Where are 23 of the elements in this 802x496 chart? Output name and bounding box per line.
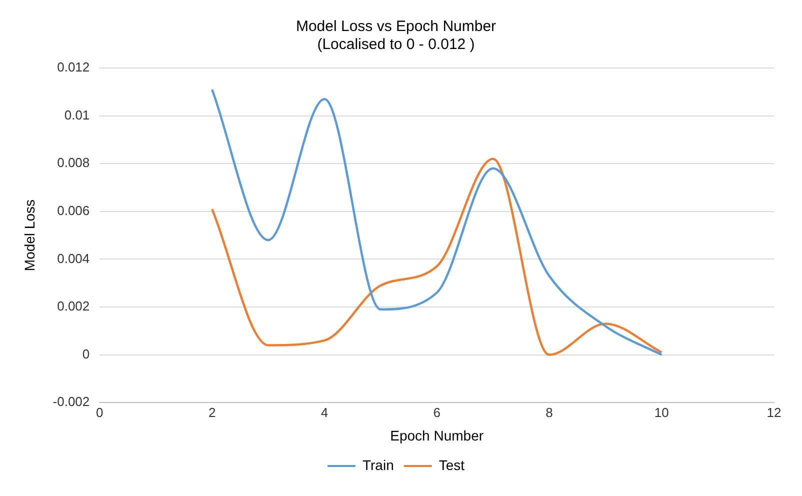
y-tick-label: -0.002 [52, 394, 90, 410]
y-tick-label: 0.002 [57, 298, 90, 314]
x-tick-label: 8 [546, 404, 553, 420]
x-tick-label: 4 [320, 404, 328, 420]
y-tick-label: 0.01 [64, 107, 90, 122]
y-tick-label: 0.004 [57, 250, 90, 266]
line-series [210, 88, 663, 356]
legend-label: Test [438, 456, 465, 473]
legend-label: Train [362, 456, 394, 473]
x-axis-title: Epoch Number [390, 427, 484, 444]
y-tick-label: 0 [82, 346, 90, 362]
line-series [210, 158, 663, 356]
y-tick-label: 0.008 [57, 155, 90, 170]
y-axis-title: Model Loss [21, 200, 38, 272]
text: Model Loss vs Epoch Number [296, 18, 496, 36]
x-tick-label: 6 [433, 404, 440, 420]
x-tick-label: 0 [96, 404, 104, 420]
text: (Localised to 0 - 0.012 ) [317, 36, 475, 54]
x-tick-label: 10 [654, 404, 669, 420]
y-tick-label: 0.012 [57, 60, 90, 75]
x-tick-label: 2 [208, 404, 216, 420]
x-tick-label: 12 [766, 404, 782, 420]
y-tick-label: 0.006 [57, 202, 90, 218]
